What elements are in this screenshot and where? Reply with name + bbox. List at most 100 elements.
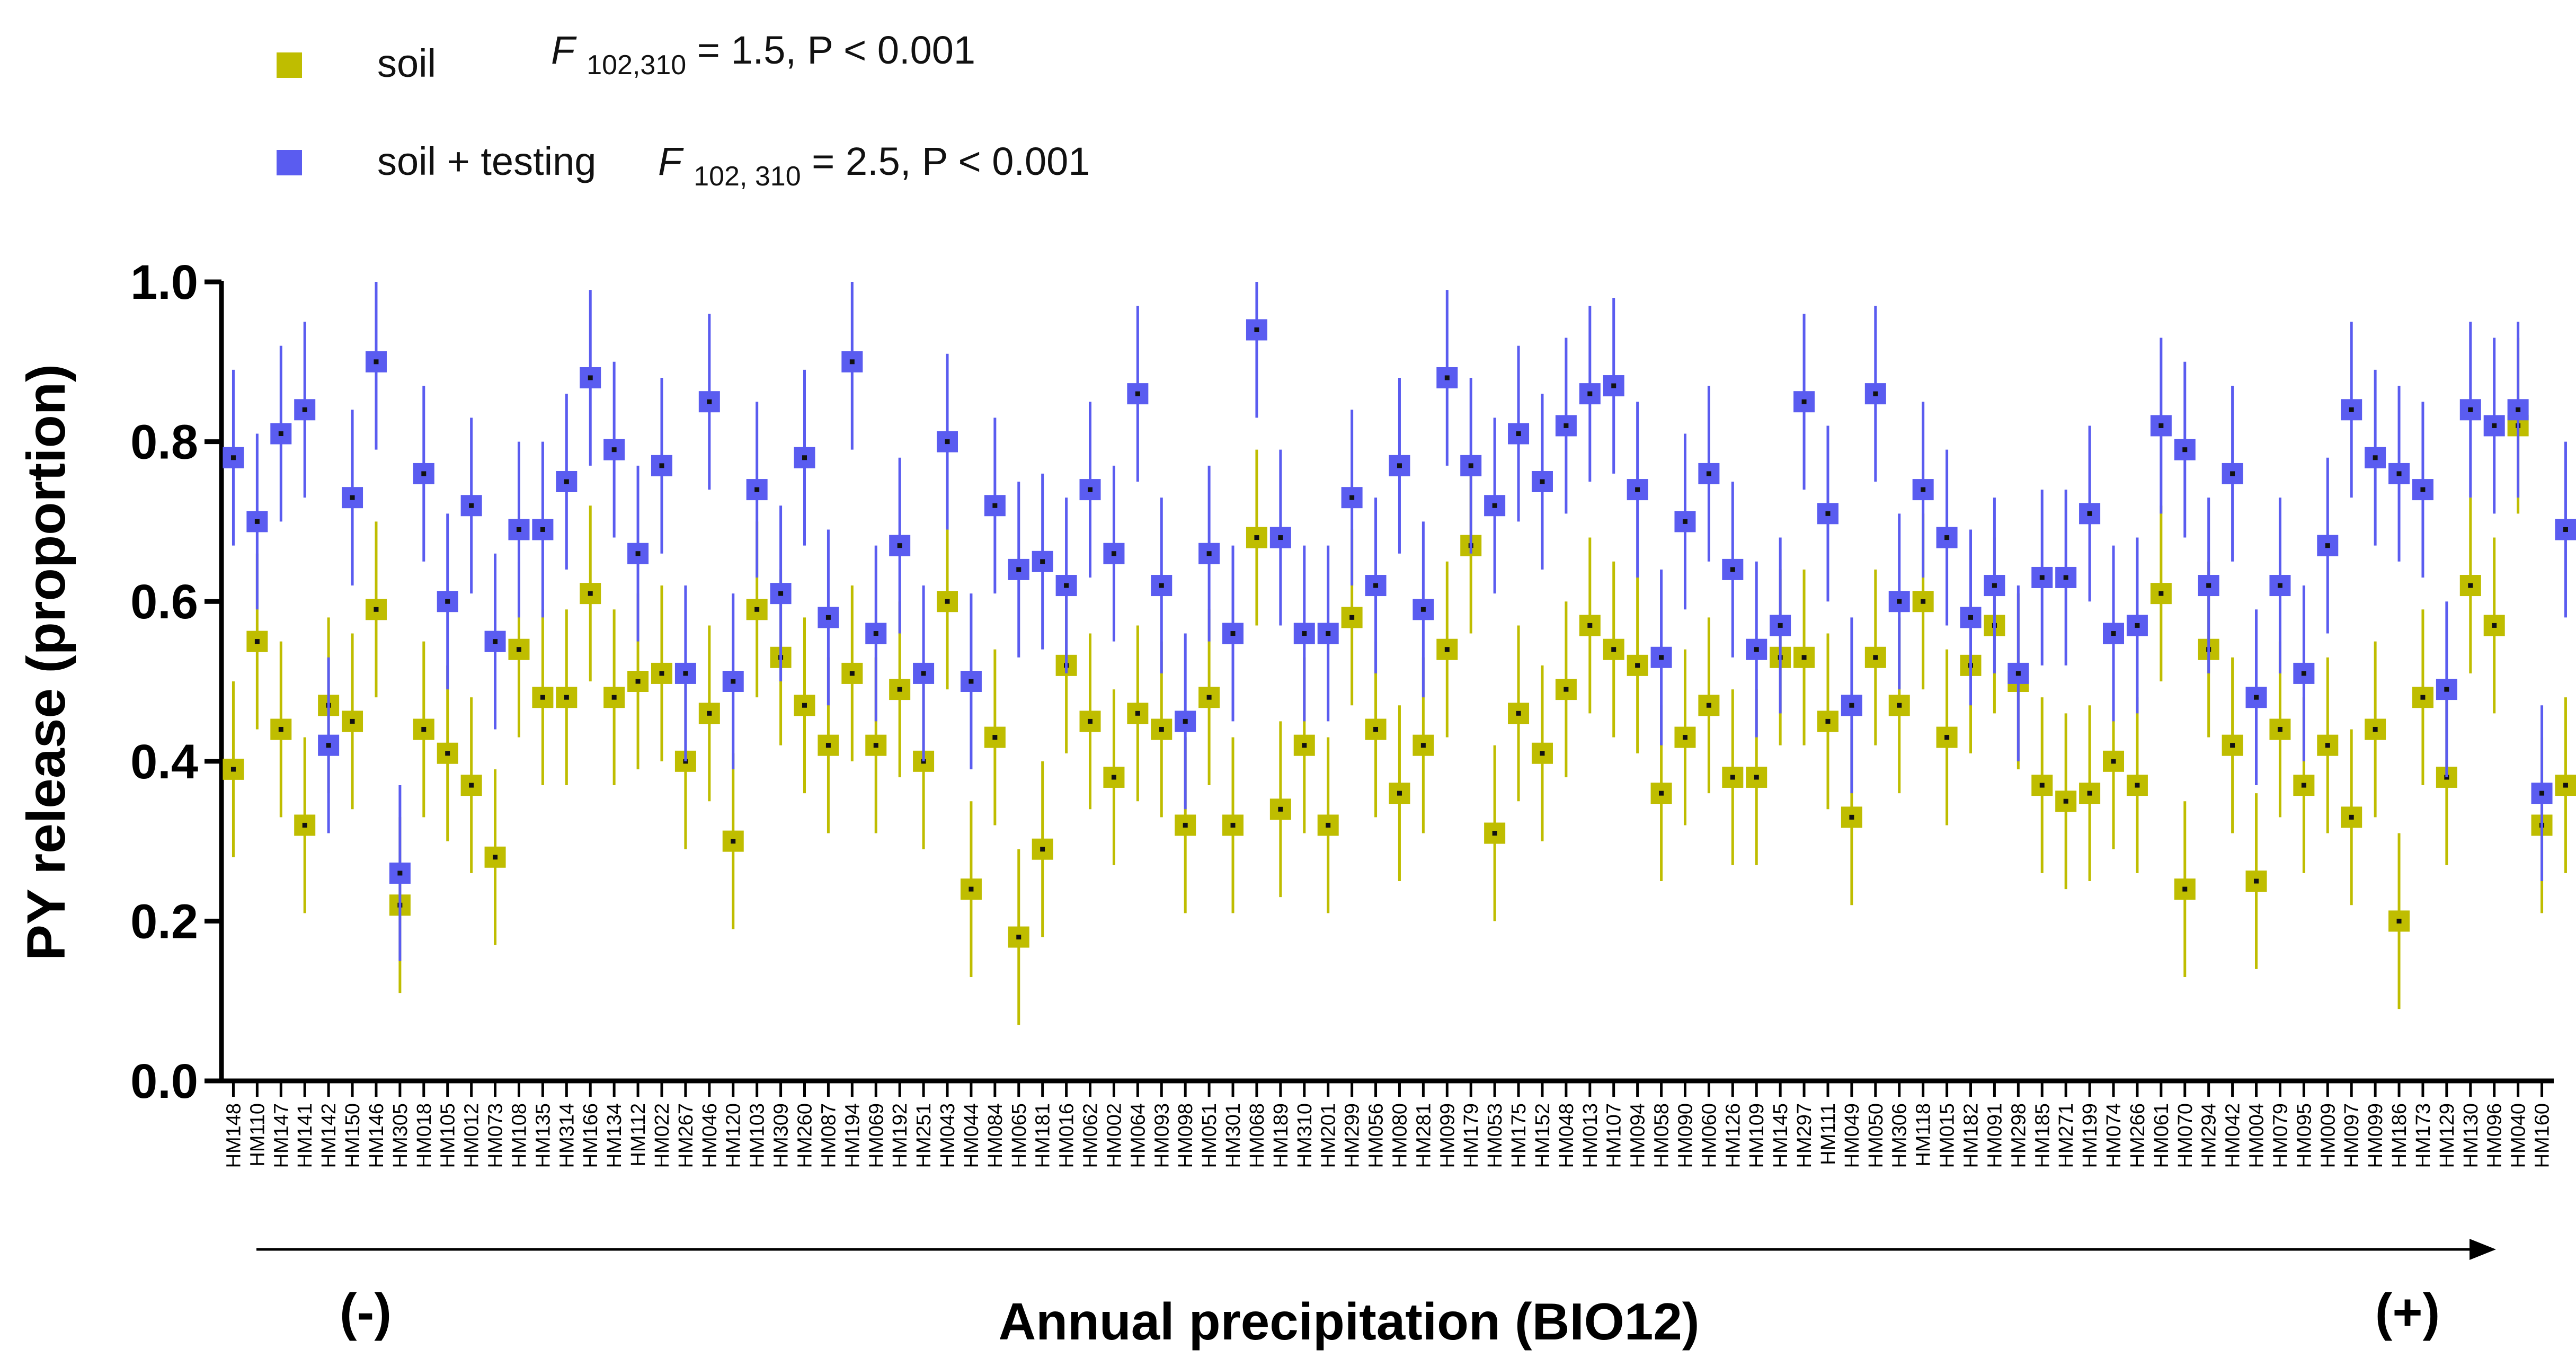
x-tick-label: HM306: [1889, 1103, 1911, 1168]
testing-point-center: [254, 519, 260, 524]
testing-point-center: [2015, 671, 2021, 676]
soil-point-center: [897, 687, 902, 692]
soil-point-center: [1682, 735, 1687, 740]
soil-point-center: [1373, 726, 1379, 732]
testing-point-center: [802, 455, 807, 460]
soil-point-center: [540, 695, 545, 700]
soil-point-center: [945, 599, 950, 604]
soil-point-center: [1326, 822, 1331, 828]
testing-point-center: [397, 871, 403, 876]
x-tick-label: HM109: [1746, 1103, 1768, 1168]
soil-point-center: [1111, 775, 1116, 780]
x-tick-label: HM314: [556, 1103, 578, 1168]
x-tick-label: HM042: [2222, 1103, 2244, 1168]
legend-soil-label: soil: [377, 41, 436, 85]
x-tick-label: HM087: [818, 1103, 840, 1168]
testing-point-center: [969, 679, 974, 684]
testing-point-center: [754, 487, 760, 492]
x-tick-label: HM048: [1556, 1103, 1578, 1168]
x-tick-label: HM002: [1103, 1103, 1125, 1168]
soil-point-center: [825, 743, 831, 748]
soil-point-center: [611, 695, 617, 700]
testing-point-center: [2206, 583, 2211, 588]
testing-point-center: [1921, 487, 1926, 492]
soil-point-center: [1825, 718, 1831, 724]
testing-point-center: [1444, 375, 1450, 380]
testing-point-center: [849, 359, 855, 365]
soil-point-center: [1873, 655, 1878, 660]
testing-point-center: [1587, 391, 1593, 396]
soil-point-center: [2349, 814, 2354, 820]
testing-point-center: [1754, 647, 1759, 652]
soil-point-center: [2563, 783, 2568, 788]
x-tick-label: HM074: [2103, 1103, 2125, 1168]
soil-point-center: [1492, 831, 1497, 836]
soil-point-center: [1159, 726, 1164, 732]
x-tick-label: HM181: [1032, 1103, 1054, 1168]
testing-point-center: [1064, 583, 1069, 588]
testing-point-center: [1992, 583, 1997, 588]
soil-point-center: [1254, 535, 1259, 540]
x-tick-label: HM108: [508, 1103, 530, 1168]
testing-point-center: [2563, 527, 2568, 532]
testing-point-center: [778, 591, 784, 596]
x-tick-label: HM098: [1175, 1103, 1197, 1168]
legend-testing-marker: [277, 150, 302, 175]
soil-point-center: [445, 751, 450, 756]
x-tick-label: HM146: [366, 1103, 388, 1168]
testing-point-center: [230, 455, 236, 460]
testing-point-center: [421, 471, 427, 476]
x-tick-label: HM310: [1294, 1103, 1316, 1168]
x-tick-label: HM094: [1627, 1103, 1649, 1168]
x-tick-label: HM099: [2365, 1103, 2387, 1168]
x-tick-label: HM079: [2269, 1103, 2291, 1168]
x-tick-label: HM097: [2341, 1103, 2363, 1168]
x-tick-label: HM004: [2246, 1103, 2268, 1168]
soil-point-center: [1611, 647, 1616, 652]
testing-point-center: [374, 359, 379, 365]
testing-point-center: [1516, 431, 1521, 437]
testing-point-center: [564, 479, 569, 484]
soil-point-center: [421, 726, 427, 732]
testing-point-center: [1397, 463, 1402, 468]
testing-point-center: [1682, 519, 1687, 524]
testing-point-center: [1564, 423, 1569, 428]
x-tick-label: HM134: [603, 1103, 626, 1168]
legend-testing-stat-sub: 102, 310: [694, 161, 801, 192]
soil-point-center: [2063, 798, 2068, 804]
x-tick-label: HM050: [1865, 1103, 1887, 1168]
testing-point-center: [1968, 615, 1973, 620]
testing-point-center: [302, 407, 307, 412]
soil-point-center: [2230, 743, 2235, 748]
x-tick-label: HM260: [794, 1103, 816, 1168]
x-tick-label: HM129: [2436, 1103, 2458, 1168]
soil-point-center: [1040, 847, 1045, 852]
x-tick-label: HM301: [1222, 1103, 1245, 1168]
soil-point-center: [707, 711, 712, 716]
legend-soil-stat-sub: 102,310: [587, 50, 686, 81]
legend-testing-stat: F 102, 310 = 2.5, P < 0.001: [658, 139, 1090, 192]
testing-point-center: [445, 599, 450, 604]
testing-point-center: [1635, 487, 1640, 492]
y-tick-label: 1.0: [130, 255, 198, 309]
x-tick-label: HM051: [1198, 1103, 1221, 1168]
testing-point-center: [1944, 535, 1950, 540]
testing-point-center: [2063, 575, 2068, 580]
testing-point-center: [1825, 511, 1831, 516]
testing-point-center: [2158, 423, 2164, 428]
testing-point-center: [1302, 631, 1307, 636]
soil-point-center: [2492, 623, 2497, 628]
testing-point-center: [707, 399, 712, 404]
series-testing: [223, 282, 2576, 961]
testing-point-center: [1540, 479, 1545, 484]
testing-point-center: [1111, 551, 1116, 556]
soil-point-center: [1730, 775, 1735, 780]
y-tick-label: 0.0: [130, 1054, 198, 1108]
x-tick-label: HM130: [2460, 1103, 2482, 1168]
testing-point-center: [2039, 575, 2045, 580]
soil-point-center: [1706, 703, 1711, 708]
legend-soil-marker: [277, 52, 302, 78]
x-tick-label: HM199: [2079, 1103, 2101, 1168]
y-tick-label: 0.8: [130, 415, 198, 469]
soil-point-center: [2111, 759, 2116, 764]
